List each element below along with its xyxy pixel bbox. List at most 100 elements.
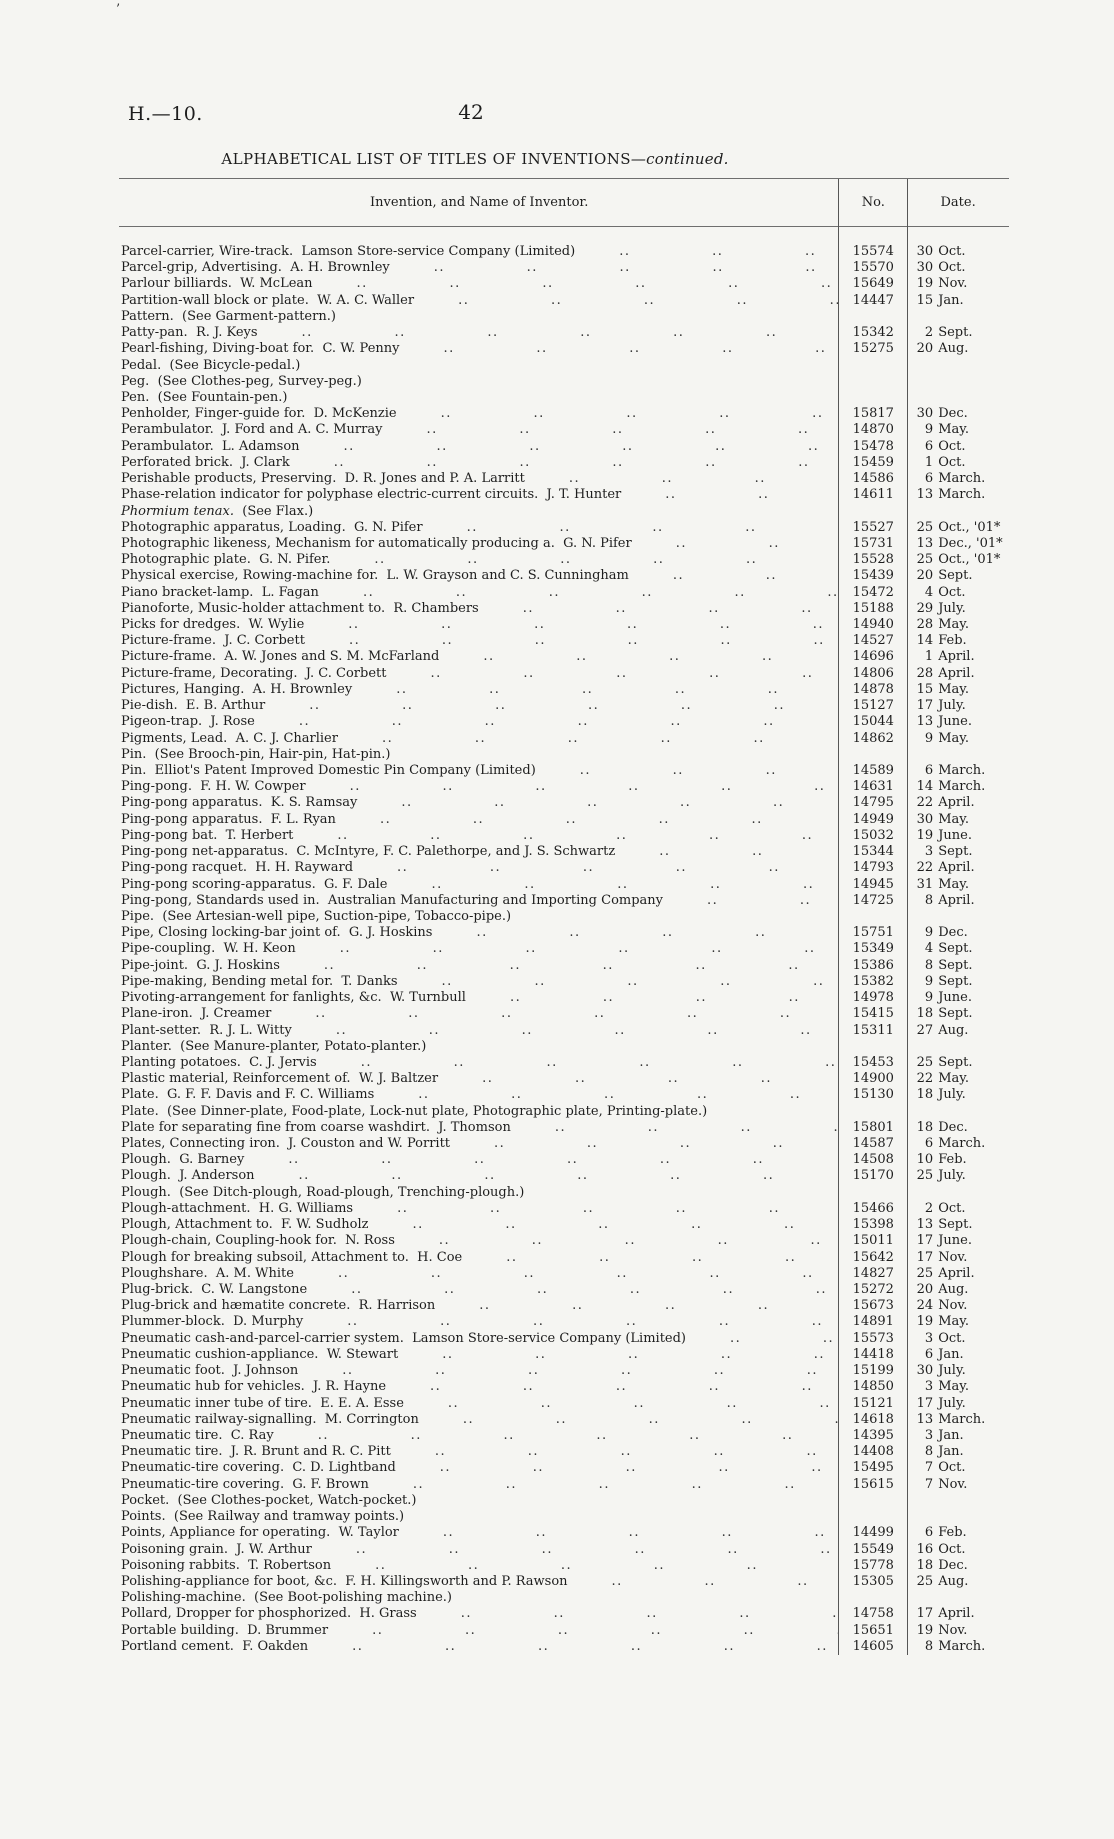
dot-leader <box>300 439 839 455</box>
date-day: 4 <box>924 941 934 957</box>
patent-date: 18 Sept. <box>908 1006 1008 1022</box>
dot-leader <box>615 844 838 860</box>
invention-title: Perishable products, Preserving. D. R. J… <box>121 471 525 487</box>
dot-leader <box>438 1071 838 1087</box>
dot-leader <box>290 455 839 471</box>
patent-date: 6 Jan. <box>908 1347 1008 1363</box>
invention-cell: Pipe-coupling. W. H. Keon <box>120 941 838 957</box>
table-row: Pneumatic inner tube of tire. E. E. A. E… <box>120 1395 1008 1412</box>
invention-title: Pipe-making, Bending metal for. T. Danks <box>121 973 398 989</box>
patent-number <box>838 746 909 763</box>
patent-date: 13 Dec., '01* <box>908 536 1008 552</box>
dot-leader <box>629 568 839 584</box>
table-row: Pianoforte, Music-holder attachment to. … <box>120 600 1008 618</box>
date-month: Sept. <box>938 568 973 584</box>
invention-cell: Pneumatic-tire covering. G. F. Brown <box>120 1477 838 1493</box>
date-day: 6 <box>924 1346 934 1362</box>
patent-date: 20 Sept. <box>908 568 1008 584</box>
patent-number: 15817 <box>838 406 909 423</box>
dot-leader <box>621 487 838 503</box>
date-day: 9 <box>924 422 934 438</box>
date-day: 3 <box>924 1427 934 1443</box>
date-month: June. <box>938 990 972 1006</box>
patent-date: 13 Sept. <box>908 1217 1008 1233</box>
patent-number <box>838 908 909 926</box>
table-row: Penholder, Finger-guide for. D. McKenzie… <box>120 406 1008 423</box>
invention-cell: Plates, Connecting iron. J. Couston and … <box>120 1136 838 1152</box>
table-row-spacer <box>120 226 1008 244</box>
patent-number: 14878 <box>838 681 909 699</box>
date-day: 25 <box>916 552 934 568</box>
table-row: Phase-relation indicator for polyphase e… <box>120 487 1008 504</box>
date-month: March. <box>938 1638 986 1654</box>
invention-cell: Plug-brick and hæmatite concrete. R. Har… <box>120 1298 838 1314</box>
table-row: Pivoting-arrangement for fanlights, &c. … <box>120 990 1008 1007</box>
invention-title: Pearl-fishing, Diving-boat for. C. W. Pe… <box>121 341 400 357</box>
invention-title: Pneumatic cushion-appliance. W. Stewart <box>121 1346 399 1362</box>
dot-leader <box>244 1152 838 1168</box>
table-row: Ping-pong, Standards used in. Australian… <box>120 892 1008 909</box>
patent-date: 13 June. <box>908 714 1008 730</box>
invention-cell: Partition-wall block or plate. W. A. C. … <box>120 293 838 309</box>
invention-title: Ping-pong bat. T. Herbert <box>121 827 294 843</box>
invention-title: Plug-brick and hæmatite concrete. R. Har… <box>121 1298 436 1314</box>
dot-leader <box>435 1298 838 1314</box>
table-row: Poisoning grain. J. W. Arthur1554916Oct. <box>120 1541 1008 1558</box>
patent-date: 7 Oct. <box>908 1460 1008 1476</box>
patent-number <box>838 1509 909 1526</box>
table-row: Pigeon-trap. J. Rose1504413June. <box>120 714 1008 731</box>
patent-date: 8 Jan. <box>908 1444 1008 1460</box>
dot-leader <box>296 941 839 957</box>
patent-date <box>908 1590 1008 1606</box>
invention-title: Plough. J. Anderson <box>121 1168 255 1184</box>
invention-cell: Parcel-grip, Advertising. A. H. Brownley <box>120 260 838 276</box>
table-row: Partition-wall block or plate. W. A. C. … <box>120 292 1008 309</box>
dot-leader <box>462 1250 838 1266</box>
date-month: April. <box>938 1606 975 1622</box>
date-day: 4 <box>924 584 934 600</box>
patent-number: 15651 <box>838 1622 909 1639</box>
patent-number: 15649 <box>838 276 909 293</box>
page-title-continued: —continued. <box>630 150 729 168</box>
date-month: Jan. <box>938 292 964 308</box>
date-month: Dec. <box>938 1557 968 1573</box>
dot-leader <box>632 536 839 552</box>
date-day: 8 <box>924 1638 934 1654</box>
invention-title: Pen. (See Fountain-pen.) <box>121 389 288 405</box>
dot-leader <box>382 422 838 438</box>
date-month: Nov. <box>938 276 968 292</box>
date-month: March. <box>938 779 986 795</box>
dot-leader <box>369 1477 838 1493</box>
header-rule <box>119 226 1009 227</box>
dot-leader <box>280 958 838 974</box>
table-row: Plates, Connecting iron. J. Couston and … <box>120 1136 1008 1153</box>
date-month: July. <box>938 1087 966 1103</box>
date-month: Nov. <box>938 1298 968 1314</box>
patent-date <box>908 374 1008 390</box>
date-month: Sept. <box>938 957 973 973</box>
dot-leader <box>432 925 838 941</box>
invention-title: Pocket. (See Clothes-pocket, Watch-pocke… <box>121 1492 417 1508</box>
invention-title: Picture-frame, Decorating. J. C. Corbett <box>121 665 387 681</box>
invention-cell: Pipe, Closing locking-bar joint of. G. J… <box>120 925 838 941</box>
table-row: Phormium tenax. (See Flax.) <box>120 503 1008 520</box>
scan-mark: ’ <box>116 2 121 17</box>
date-month: Oct. <box>938 1460 966 1476</box>
invention-title: Pedal. (See Bicycle-pedal.) <box>121 357 301 373</box>
patent-number: 15453 <box>838 1054 909 1072</box>
table-row: Pedal. (See Bicycle-pedal.) <box>120 357 1008 374</box>
dot-leader <box>255 714 838 730</box>
invention-cell: Pneumatic railway-signalling. M. Corring… <box>120 1412 838 1428</box>
table-row: Photographic plate. G. N. Pifer.1552825O… <box>120 552 1008 569</box>
invention-cell: Physical exercise, Rowing-machine for. L… <box>120 568 838 584</box>
dot-leader <box>258 325 839 341</box>
date-day: 14 <box>916 633 934 649</box>
invention-title: Pin. Elliot's Patent Improved Domestic P… <box>121 763 536 778</box>
patent-number: 15801 <box>838 1119 909 1137</box>
patent-date: 31 May. <box>908 877 1008 893</box>
date-day: 6 <box>924 471 934 487</box>
patent-number <box>838 1492 909 1510</box>
dot-leader <box>328 1623 838 1639</box>
date-month: April. <box>938 649 975 665</box>
date-day: 30 <box>916 244 934 259</box>
